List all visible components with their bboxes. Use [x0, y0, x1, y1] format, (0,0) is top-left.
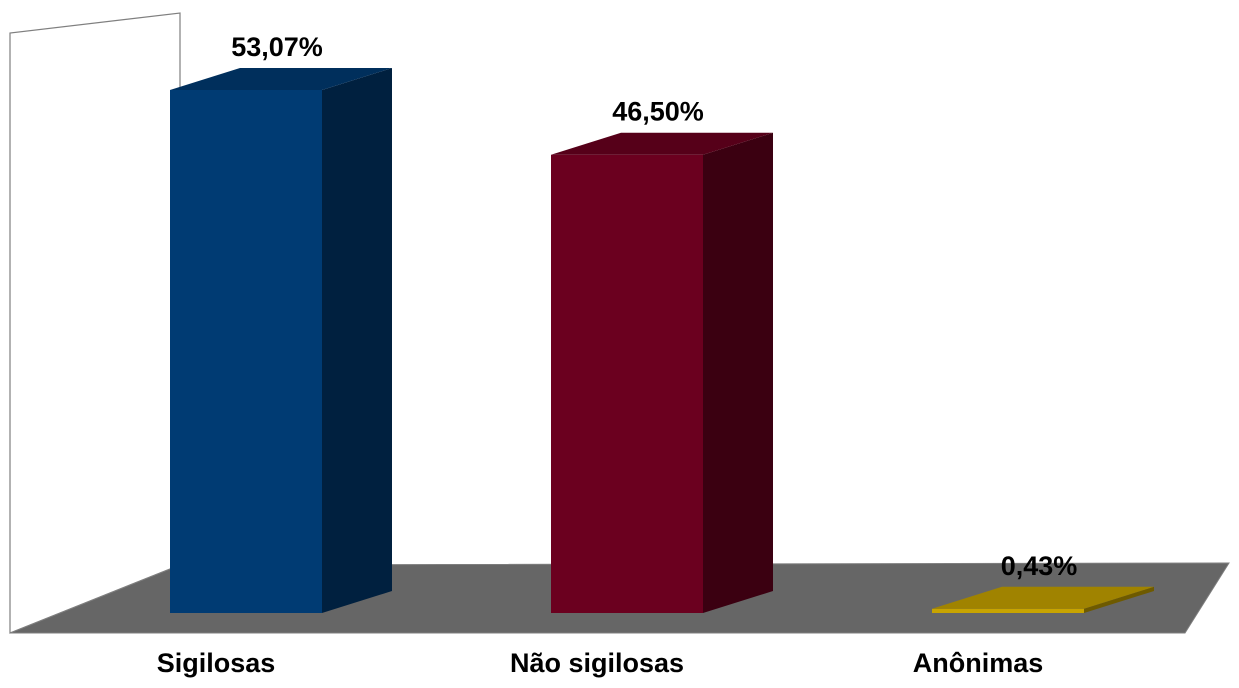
data-label-1: 53,07%: [231, 32, 323, 62]
bar-front: [551, 154, 703, 613]
bar-top: [932, 586, 1154, 609]
bar-front: [170, 90, 322, 613]
labels-group: 53,07% Sigilosas 46,50% Não sigilosas 0,43% A…: [157, 32, 1078, 678]
bar-top: [551, 132, 773, 155]
category-label-2: Não sigilosas: [510, 648, 684, 678]
bar-2: [551, 132, 773, 613]
category-label-1: Sigilosas: [157, 648, 276, 678]
category-label-3: Anônimas: [913, 648, 1044, 678]
side-wall: [9, 12, 181, 634]
bar-side: [1084, 586, 1154, 613]
bars-group: [170, 68, 1154, 613]
data-label-2: 46,50%: [612, 97, 704, 127]
bar-side: [703, 132, 773, 613]
bar-side: [322, 68, 392, 613]
bar-front: [932, 608, 1084, 613]
bar-3: [932, 586, 1154, 613]
bar-1: [170, 68, 392, 613]
bar-top: [170, 68, 392, 90]
data-label-3: 0,43%: [1001, 551, 1078, 581]
